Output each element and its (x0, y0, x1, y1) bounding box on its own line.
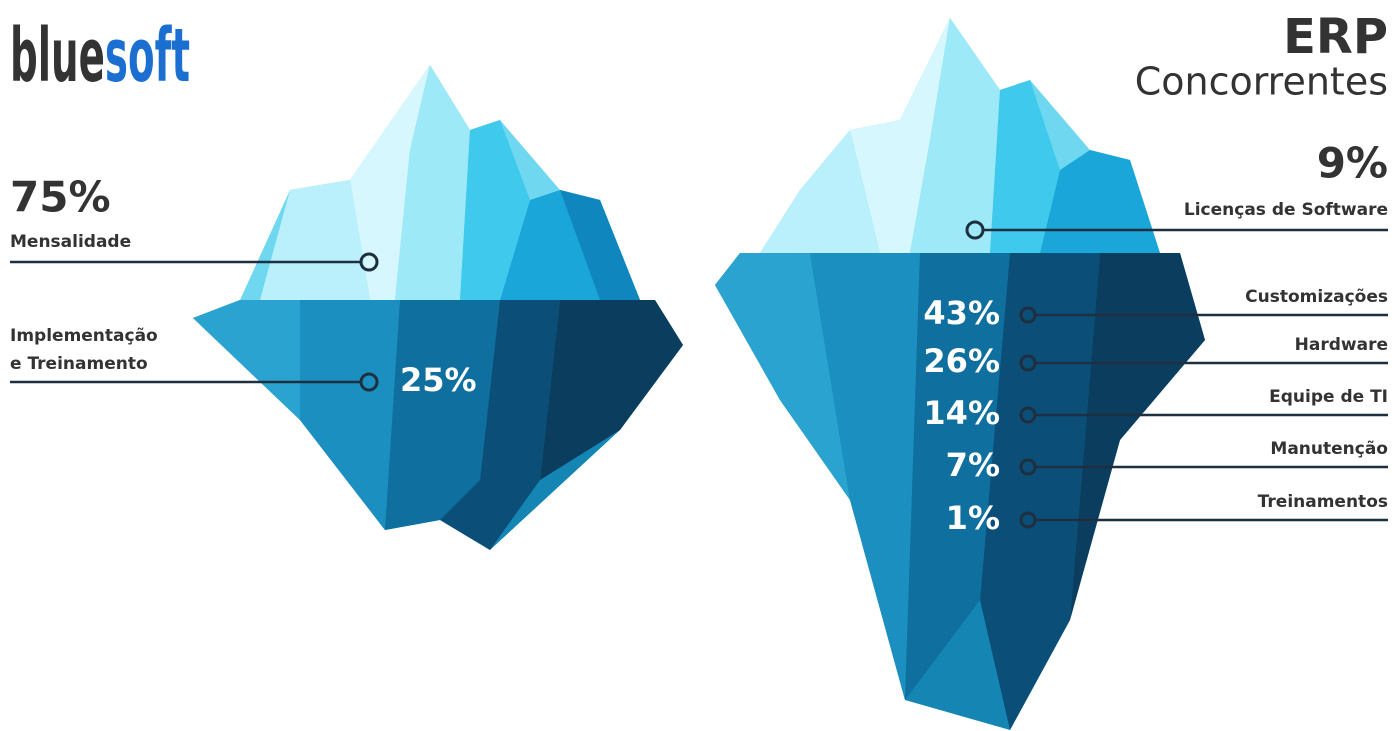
percent: 14% (923, 394, 1000, 432)
label: e Treinamento (10, 354, 148, 374)
label: Implementação (10, 326, 158, 346)
leader-dot (965, 220, 985, 240)
leader-dot (359, 252, 379, 272)
right-items: Customizações 43% Hardware 26% Equipe de TI 1… (923, 287, 1388, 537)
percent: 25% (400, 361, 477, 399)
leader-dot (1019, 511, 1037, 529)
percent: 7% (946, 446, 1000, 484)
leader-dot (1019, 406, 1037, 424)
label: Treinamentos (1258, 492, 1388, 512)
percent: 75% (10, 173, 111, 222)
percent: 9% (1317, 139, 1388, 188)
percent: 26% (923, 342, 1000, 380)
logo-part: soft (105, 13, 190, 99)
percent: 1% (946, 499, 1000, 537)
percent: 43% (923, 294, 1000, 332)
leader-dot (359, 372, 379, 392)
iceberg-right-top (760, 18, 1160, 253)
logo-part: blue (10, 13, 105, 99)
label: Mensalidade (10, 232, 131, 252)
leader-dot (1019, 306, 1037, 324)
subtitle: Concorrentes (1135, 60, 1388, 104)
iceberg-left-bottom (193, 300, 683, 550)
label: Equipe de TI (1269, 387, 1388, 407)
label: Manutenção (1270, 439, 1388, 459)
logo: bluesoft (10, 13, 190, 99)
leader-dot (1019, 354, 1037, 372)
leader-dot (1019, 458, 1037, 476)
iceberg-right-bottom (715, 253, 1205, 730)
label: Hardware (1295, 335, 1388, 355)
iceberg-left-top (240, 65, 640, 300)
label: Customizações (1245, 287, 1388, 307)
label: Licenças de Software (1184, 200, 1388, 220)
title: ERP (1283, 9, 1388, 65)
